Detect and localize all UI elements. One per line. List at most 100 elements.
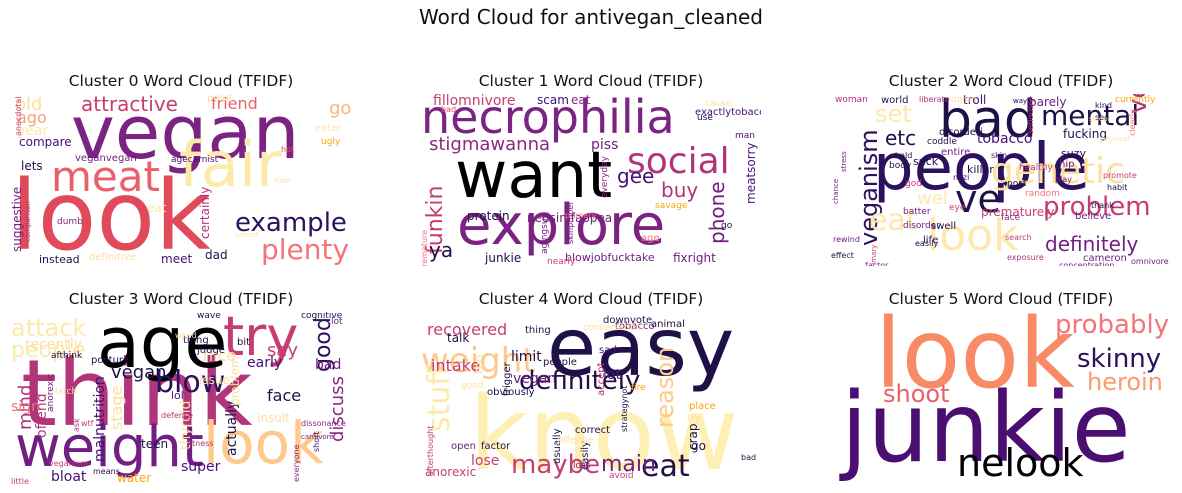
word-primary: primary (870, 244, 878, 266)
word-seriously: seriously (1026, 98, 1035, 134)
word-instead: instead (39, 253, 80, 266)
word-definitely: definitely (1045, 232, 1139, 256)
word-eat: eat (869, 203, 918, 238)
word-savage: savage (655, 201, 688, 211)
word-open: open (451, 441, 476, 452)
word-hot: hot (281, 145, 295, 154)
word-go: go (721, 221, 733, 231)
word-go: go (329, 98, 351, 119)
word-ask: ask (72, 418, 81, 432)
word-sleep: sleep (1089, 115, 1108, 123)
word-stage: stage (107, 385, 126, 430)
word-trigger: trigger (502, 362, 513, 396)
word-premature: premature (421, 229, 429, 266)
word-post: post (1007, 179, 1027, 189)
word-factor: factor (865, 261, 889, 267)
word-try: try (223, 312, 299, 368)
word-main: main (601, 452, 656, 477)
word-attractive: attractive (81, 94, 178, 116)
word-look: look (875, 312, 1075, 410)
word-super: super (181, 459, 221, 475)
word-vegan: vegan (513, 371, 557, 387)
word-ve: ve (955, 177, 1001, 221)
word-thing: thing (525, 325, 551, 336)
word-bloat: bloat (51, 469, 87, 484)
word-age: age (97, 312, 228, 384)
word-swell: swell (931, 221, 957, 232)
word-lot: lot (603, 367, 621, 383)
word-accept: accept (596, 362, 607, 396)
word-skin: skin (991, 151, 1008, 160)
word-early: early (247, 355, 283, 371)
word-anecdotal: anecdotal (14, 96, 23, 136)
word-problem: problem (228, 356, 242, 406)
word-definitely: definitely (519, 366, 641, 396)
word-wave: wave (197, 312, 221, 321)
word-way: way (1013, 97, 1028, 105)
word-blow: blow (155, 365, 226, 400)
word-cloud-cluster-3: think age try weight look blow attack people goo… (11, 312, 351, 484)
word-agecarnist: agecarnist (171, 155, 219, 165)
word-buy: buy (661, 178, 699, 202)
word-tobacco: tobacco (615, 321, 655, 332)
word-nedsimfaopea: nedsimfaopea (527, 211, 613, 225)
word-woman: woman (835, 95, 868, 105)
word-friend: friend (211, 94, 258, 113)
word-avoid: avoid (609, 471, 634, 481)
word-cloud-cluster-1: necrophilia want explore social stigmawanna b… (421, 94, 761, 266)
word-conversation: conversation (583, 323, 642, 333)
word-veganvegan: veganvegan (75, 153, 137, 164)
word-currently: currently (1115, 95, 1156, 105)
word-crap: crap (686, 423, 700, 450)
word-cloud-cluster-0: vegan look fair meat example plenty attractive… (11, 94, 351, 266)
word-disorder: disorder (903, 221, 940, 231)
word-good: good (461, 381, 484, 391)
word-believe: believe (1075, 211, 1112, 222)
word-prematurely: prematurely (981, 205, 1055, 219)
word-skinny: skinny (1077, 344, 1162, 374)
word-fucking: fucking (1063, 127, 1107, 141)
word-cognitive: cognitive (301, 312, 343, 321)
word-think: think (21, 340, 253, 447)
word-wtf: wtf (81, 419, 94, 428)
word-offense: offense (557, 435, 594, 446)
word-junkie: junkie (841, 372, 1131, 484)
word-set: set (875, 100, 912, 128)
panel-title-cluster-3: Cluster 3 Word Cloud (TFIDF) (68, 290, 294, 308)
word-sign: sign (11, 399, 40, 415)
word-say: say (267, 340, 299, 361)
word-blowjobfucktake: blowjobfucktake (565, 251, 655, 264)
word-everyone: everyone (292, 444, 301, 483)
word-try: try (687, 413, 701, 424)
word-weight: weight (15, 415, 204, 480)
word-fire: fire (631, 383, 646, 393)
word-little: little (11, 477, 29, 485)
word-etc: etc (885, 126, 917, 150)
word-stress: stress (840, 151, 848, 172)
word-primary: primary (565, 211, 597, 220)
word-intake: intake (431, 356, 481, 375)
word-vegan: vegan (111, 362, 167, 383)
word-actually: actually (224, 400, 240, 456)
word-issue: issue (199, 373, 230, 387)
word-carnivore: carnivore (301, 433, 334, 441)
word-afthink: afthink (51, 351, 83, 361)
word-carnist: carnist (235, 231, 259, 239)
word-troll: troll (963, 94, 987, 107)
word-fixright: fixright (673, 251, 716, 265)
word-factor: factor (481, 441, 511, 452)
word-life: life (923, 235, 939, 246)
word-ya: ya (429, 238, 454, 262)
word-chance: chance (832, 178, 840, 204)
word-eat: eat (571, 94, 591, 107)
word-junkie: junkie (485, 251, 522, 265)
word-genetic: genetic (991, 151, 1125, 192)
word-lol: lol (171, 389, 184, 402)
word-eater: eater (315, 123, 342, 134)
word-eat: eat (147, 201, 167, 215)
word-nearly: nearly (547, 257, 576, 267)
word-skinproper: skinproper (566, 201, 575, 244)
word-rewind: rewind (833, 235, 860, 244)
word-healthy: healthy (1019, 163, 1053, 173)
word-teen: teen (141, 437, 169, 451)
